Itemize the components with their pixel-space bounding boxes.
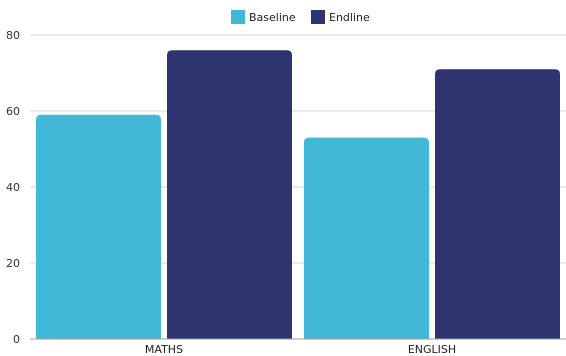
legend: Baseline Endline [231, 10, 370, 24]
bar-endline-english [435, 69, 560, 339]
y-axis-ticks: 0 20 40 60 80 [6, 29, 20, 346]
legend-label-baseline: Baseline [249, 11, 296, 24]
y-tick-label: 60 [6, 105, 20, 118]
y-tick-label: 40 [6, 181, 20, 194]
legend-swatch-baseline [231, 10, 245, 24]
legend-label-endline: Endline [329, 11, 370, 24]
bar-baseline-english [304, 137, 429, 339]
legend-swatch-endline [311, 10, 325, 24]
x-axis-labels: MATHS ENGLISH [145, 343, 456, 356]
bar-baseline-maths [36, 114, 161, 339]
y-tick-label: 20 [6, 257, 20, 270]
y-tick-label: 0 [13, 333, 20, 346]
x-tick-label: MATHS [145, 343, 183, 356]
y-tick-label: 80 [6, 29, 20, 42]
bar-endline-maths [167, 50, 292, 339]
x-tick-label: ENGLISH [408, 343, 456, 356]
bars [36, 50, 560, 339]
